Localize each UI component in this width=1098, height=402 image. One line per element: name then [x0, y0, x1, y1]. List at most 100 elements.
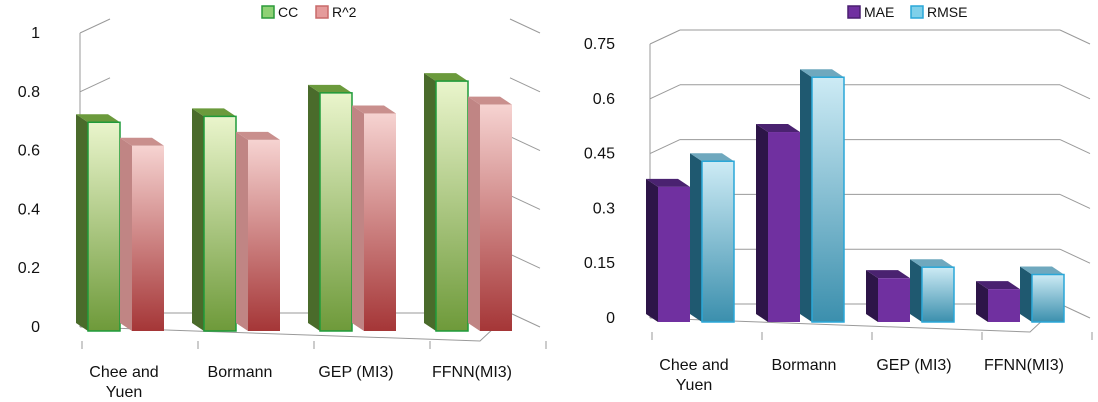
y-tick-label: 0.75 — [584, 36, 615, 53]
category-label-line: Yuen — [106, 384, 142, 401]
y-tick-label: 0.6 — [18, 143, 40, 160]
bar-top — [120, 137, 164, 146]
bar-side — [308, 84, 320, 331]
bar-r-2 — [480, 104, 512, 332]
bar-top — [866, 270, 910, 279]
wall-edge — [509, 18, 541, 34]
wall-edge — [1059, 248, 1091, 264]
wall-edge — [509, 194, 541, 210]
category-label: FFNN(MI3) — [432, 364, 512, 381]
y-tick-label: 0.6 — [593, 91, 615, 108]
bar-side — [120, 137, 132, 331]
bar-mae — [988, 289, 1020, 322]
bar-mae — [658, 186, 690, 322]
category-label: Bormann — [208, 364, 273, 381]
bar-top — [976, 281, 1020, 290]
y-tick-label: 0.4 — [18, 201, 40, 218]
bar-rmse — [811, 76, 845, 323]
category-label: GEP (MI3) — [318, 364, 393, 381]
wall-edge — [509, 77, 541, 93]
bar-side — [1020, 266, 1032, 322]
legend-swatch — [315, 5, 329, 19]
bar-side — [976, 281, 988, 322]
category-label-line: Yuen — [676, 377, 712, 394]
bar-side — [468, 96, 480, 332]
bar-cc — [203, 115, 237, 332]
chart-2: 0 0.15 0.3 0.45 0.6 0.75 Chee and Yuen Bormann GE… — [584, 4, 1093, 394]
bar-cc — [319, 92, 353, 332]
bar-side — [800, 69, 812, 322]
bar-mae — [768, 132, 800, 322]
tick-mark — [649, 139, 681, 155]
tick-mark — [79, 77, 111, 93]
tick-mark — [649, 29, 681, 45]
bar-cc — [435, 80, 469, 332]
category-label: Chee and Yuen — [89, 364, 158, 401]
y-tick-label: 0.2 — [18, 260, 40, 277]
chart-1: 0 0.2 0.4 0.6 0.8 1 Chee and Yuen Bormann GEP (MI… — [18, 4, 547, 401]
legend-label: MAE — [864, 4, 894, 20]
wall-edge — [509, 253, 541, 269]
legend-swatch — [910, 5, 924, 19]
y-tick-label: 0.8 — [18, 84, 40, 101]
tick-mark — [649, 84, 681, 100]
y-tick-label: 0.15 — [584, 255, 615, 272]
category-label-line: Bormann — [208, 364, 273, 381]
bar-side — [690, 153, 702, 322]
bar-cc — [87, 121, 121, 332]
bar-top — [192, 108, 236, 117]
wall-edge — [1059, 303, 1091, 319]
legend-swatch — [847, 5, 861, 19]
bar-rmse — [701, 160, 735, 323]
bar-top — [910, 259, 954, 268]
bar-top — [76, 114, 120, 123]
y-tick-label: 0.3 — [593, 200, 615, 217]
wall-edge — [1059, 139, 1091, 155]
bar-side — [352, 105, 364, 331]
bar-side — [646, 178, 658, 322]
bar-top — [690, 153, 734, 162]
bar-top — [646, 178, 690, 187]
category-label-line: Chee and — [89, 364, 158, 381]
bar-side — [910, 259, 922, 322]
wall-edge — [509, 136, 541, 152]
category-label-line: Chee and — [659, 357, 728, 374]
wall-edge — [1059, 84, 1091, 100]
bar-top — [1020, 266, 1064, 275]
bar-r-2 — [248, 139, 280, 331]
category-label-line: FFNN(MI3) — [984, 357, 1064, 374]
category-label: GEP (MI3) — [876, 357, 951, 374]
bar-top — [756, 124, 800, 133]
wall-edge — [509, 312, 541, 328]
bar-rmse — [1031, 273, 1065, 323]
category-label-line: GEP (MI3) — [318, 364, 393, 381]
y-tick-label: 0 — [606, 310, 615, 327]
category-label-line: FFNN(MI3) — [432, 364, 512, 381]
bar-top — [236, 131, 280, 140]
y-tick-label: 1 — [31, 25, 40, 42]
bar-top — [424, 73, 468, 82]
category-label: Chee and Yuen — [659, 357, 728, 394]
tick-mark — [79, 18, 111, 34]
legend-swatch — [261, 5, 275, 19]
category-label: FFNN(MI3) — [984, 357, 1064, 374]
bar-rmse — [921, 266, 955, 323]
wall-edge — [1059, 193, 1091, 209]
category-label-line: GEP (MI3) — [876, 357, 951, 374]
bar-top — [468, 96, 512, 105]
bar-mae — [878, 278, 910, 322]
legend-label: RMSE — [927, 4, 967, 20]
bar-top — [800, 69, 844, 78]
legend-label: CC — [278, 4, 298, 20]
bar-top — [308, 84, 352, 93]
bar-side — [76, 114, 88, 331]
category-label: Bormann — [772, 357, 837, 374]
bar-top — [352, 105, 396, 114]
bar-side — [424, 73, 436, 331]
bar-side — [756, 124, 768, 322]
bar-r-2 — [132, 145, 164, 331]
category-label-line: Bormann — [772, 357, 837, 374]
y-tick-label: 0 — [31, 319, 40, 336]
